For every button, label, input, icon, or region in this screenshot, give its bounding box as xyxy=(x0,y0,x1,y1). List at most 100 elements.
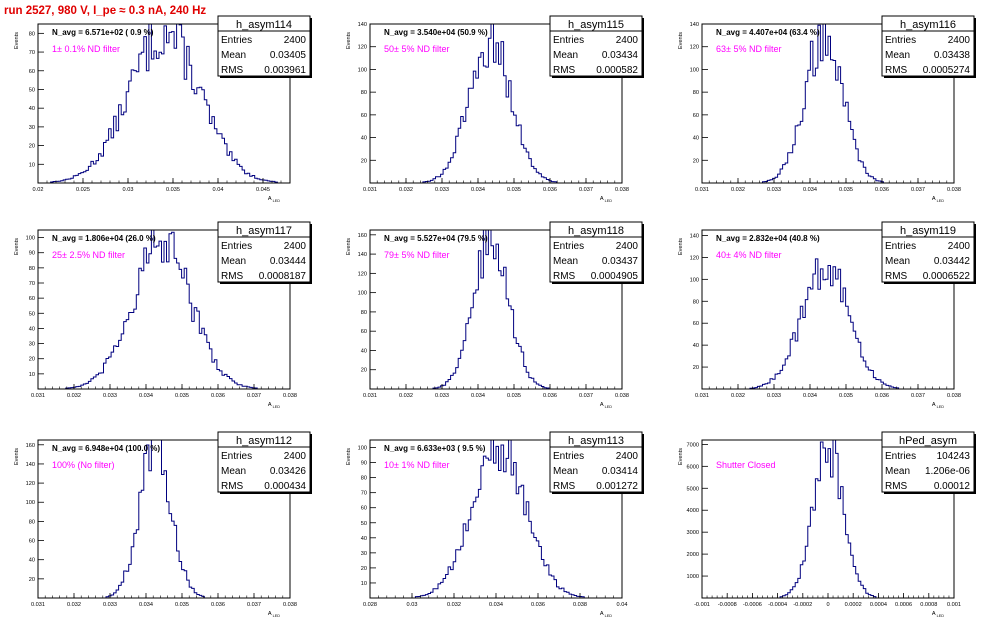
histogram-panel-hPed_asym: -0.001 -0.0008 -0.0006 -0.0004 -0.0002 0 0.000… xyxy=(678,431,976,618)
filter-label: 63± 5% ND filter xyxy=(716,44,781,54)
y-tick-label: 100 xyxy=(26,500,35,506)
stats-value: 0.0005274 xyxy=(923,65,971,76)
histogram-name: h_asym118 xyxy=(568,225,624,237)
y-tick-label: 40 xyxy=(29,558,35,564)
plot-frame xyxy=(369,23,623,184)
x-tick-label: 0.031 xyxy=(363,187,377,193)
x-tick-label: 0.034 xyxy=(471,393,485,399)
y-axis-title: Events xyxy=(346,238,352,255)
y-tick-label: 120 xyxy=(358,271,367,277)
y-axis-title: Events xyxy=(678,32,684,49)
n-avg-label: N_avg = 5.527e+04 (79.5 %) xyxy=(384,234,488,243)
y-tick-label: 120 xyxy=(690,255,699,261)
x-tick-label: 0.045 xyxy=(256,187,270,193)
stats-box xyxy=(881,431,975,493)
stats-value: 0.0008187 xyxy=(259,271,307,282)
stats-key: Mean xyxy=(221,50,246,61)
x-tick-label: 0.038 xyxy=(283,602,297,608)
y-tick-label: 140 xyxy=(358,252,367,258)
stats-key: Entries xyxy=(553,241,584,252)
stats-box xyxy=(549,431,643,493)
y-tick-label: 2000 xyxy=(687,552,699,558)
y-tick-label: 40 xyxy=(693,136,699,142)
x-tick-label: 0.033 xyxy=(435,187,449,193)
y-tick-label: 3000 xyxy=(687,530,699,536)
y-tick-label: 70 xyxy=(29,50,35,56)
x-tick-label: 0.032 xyxy=(447,602,461,608)
stats-key: Entries xyxy=(885,35,916,46)
stats-value: 0.03414 xyxy=(602,466,639,477)
stats-key: Mean xyxy=(221,466,246,477)
y-tick-label: 70 xyxy=(29,281,35,287)
x-tick-label: 0.035 xyxy=(839,187,853,193)
stats-value: 0.000582 xyxy=(596,65,638,76)
x-tick-label: 0.038 xyxy=(947,187,961,193)
y-tick-label: 60 xyxy=(361,329,367,335)
x-axis-title: ALED xyxy=(932,402,944,409)
y-tick-label: 40 xyxy=(693,343,699,349)
x-tick-label: 0.033 xyxy=(767,187,781,193)
filter-label: 50± 5% ND filter xyxy=(384,44,449,54)
x-tick-label: 0.001 xyxy=(947,602,961,608)
stats-value: 1.206e-06 xyxy=(925,466,970,477)
y-tick-label: 50 xyxy=(29,311,35,317)
x-tick-label: 0.036 xyxy=(211,602,225,608)
y-tick-label: 100 xyxy=(358,291,367,297)
x-tick-label: 0.035 xyxy=(175,602,189,608)
stats-value: 0.003961 xyxy=(264,65,306,76)
histogram-name: hPed_asym xyxy=(899,435,957,447)
x-tick-label: 0.032 xyxy=(731,393,745,399)
x-tick-label: 0.0008 xyxy=(920,602,937,608)
stats-value: 0.03442 xyxy=(934,256,971,267)
x-tick-label: -0.0004 xyxy=(768,602,787,608)
x-tick-label: 0.038 xyxy=(615,187,629,193)
x-tick-label: 0.032 xyxy=(399,393,413,399)
x-tick-label: 0.032 xyxy=(67,602,81,608)
histogram-panel-h_asym113: 0.028 0.03 0.032 0.034 0.036 0.038 0.04 10 20 30 4… xyxy=(346,431,644,618)
y-tick-label: 10 xyxy=(361,581,367,587)
x-tick-label: 0.037 xyxy=(247,602,261,608)
stats-value: 0.03405 xyxy=(270,50,307,61)
y-axis-title: Events xyxy=(14,32,20,49)
y-tick-label: 80 xyxy=(693,299,699,305)
filter-label: 10± 1% ND filter xyxy=(384,460,449,470)
stats-key: RMS xyxy=(885,481,908,492)
histogram-line xyxy=(38,229,290,390)
y-tick-label: 7000 xyxy=(687,442,699,448)
y-tick-label: 20 xyxy=(29,144,35,150)
y-tick-label: 100 xyxy=(690,277,699,283)
stats-key: Entries xyxy=(221,241,252,252)
histogram-name: h_asym117 xyxy=(236,225,292,237)
y-tick-label: 100 xyxy=(26,236,35,242)
stats-key: RMS xyxy=(553,271,576,282)
y-tick-label: 20 xyxy=(693,158,699,164)
stats-key: RMS xyxy=(221,271,244,282)
y-tick-label: 160 xyxy=(358,233,367,239)
stats-value: 2400 xyxy=(616,451,639,462)
x-tick-label: 0.031 xyxy=(363,393,377,399)
stats-key: Mean xyxy=(553,256,578,267)
x-tick-label: 0.035 xyxy=(166,187,180,193)
y-tick-label: 50 xyxy=(29,87,35,93)
x-tick-label: 0.037 xyxy=(911,187,925,193)
stats-value: 0.000434 xyxy=(264,481,306,492)
histogram-line xyxy=(38,23,290,184)
y-tick-label: 40 xyxy=(29,106,35,112)
histogram-name: h_asym116 xyxy=(900,19,956,31)
x-tick-label: 0.037 xyxy=(579,393,593,399)
y-tick-label: 5000 xyxy=(687,486,699,492)
histogram-name: h_asym113 xyxy=(568,435,624,447)
x-tick-label: 0.033 xyxy=(103,602,117,608)
x-tick-label: 0.038 xyxy=(283,393,297,399)
stats-value: 2400 xyxy=(948,241,971,252)
y-tick-label: 80 xyxy=(361,90,367,96)
y-tick-label: 60 xyxy=(361,113,367,119)
y-tick-label: 40 xyxy=(361,136,367,142)
stats-box xyxy=(217,431,311,493)
n-avg-label: N_avg = 1.806e+04 (26.0 %) xyxy=(52,234,156,243)
x-tick-label: 0.04 xyxy=(213,187,224,193)
stats-box xyxy=(217,15,311,77)
plot-frame xyxy=(701,229,955,390)
x-tick-label: -0.0002 xyxy=(793,602,812,608)
x-tick-label: -0.001 xyxy=(694,602,710,608)
